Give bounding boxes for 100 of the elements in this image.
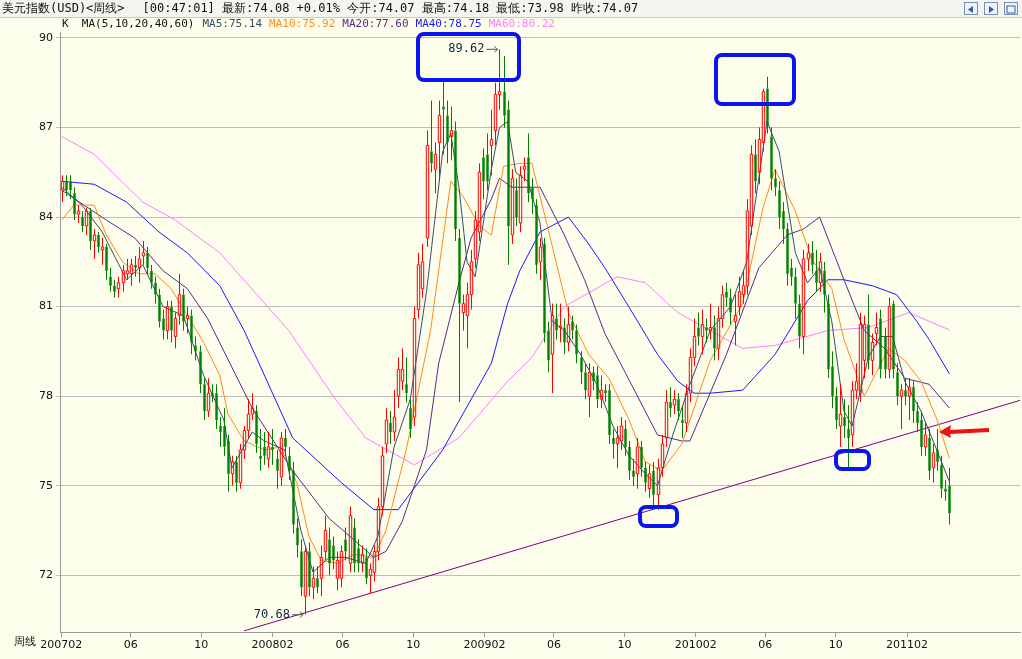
candlestick [437, 100, 442, 182]
candlestick [874, 312, 879, 346]
candlestick [575, 324, 578, 364]
candlestick [599, 374, 604, 409]
candlestick [215, 383, 218, 430]
candlestick [774, 168, 777, 197]
x-tick-label: 201102 [886, 638, 929, 652]
chart-subtitle: [00:47:01] 最新:74.08 +0.01% 今开:74.07 最高:74.18 最低:73.98 昨收:74.07 [142, 1, 639, 15]
candlestick [454, 121, 457, 242]
candlestick [644, 461, 647, 493]
candlestick [396, 356, 401, 409]
candlestick [907, 377, 912, 421]
x-tick-label: 200902 [463, 638, 506, 652]
candlestick [489, 109, 494, 176]
candlestick [73, 186, 76, 221]
candlestick [522, 156, 527, 182]
candlestick [879, 309, 882, 379]
candlestick [538, 237, 543, 281]
candlestick [754, 138, 757, 194]
candlestick [316, 565, 319, 594]
candlestick [105, 243, 108, 281]
candlestick [392, 389, 397, 442]
candlestick [158, 288, 161, 329]
chart-title: 美元指数(USD)<周线> [2, 1, 125, 15]
candlestick [801, 249, 806, 355]
candlestick [884, 327, 887, 379]
candlestick [571, 315, 574, 340]
candlestick [563, 318, 566, 355]
x-axis-title: 周线 [14, 634, 36, 648]
text: MA40:78.75 [415, 16, 482, 30]
candlestick [141, 240, 146, 266]
candlestick [615, 425, 620, 469]
candlestick [669, 386, 672, 418]
candlestick [182, 288, 185, 332]
candlestick [409, 398, 412, 439]
annotation: 89.62 [448, 41, 485, 56]
candlestick [219, 416, 222, 448]
candlestick [177, 273, 182, 326]
y-tick-label: 84 [39, 209, 53, 223]
candlestick [647, 464, 652, 499]
candlestick [296, 518, 299, 558]
candlestick [587, 362, 592, 418]
candlestick [920, 410, 923, 457]
candlestick [365, 547, 368, 585]
x-tick-label: 200802 [251, 638, 294, 652]
candlestick [259, 428, 262, 472]
candlestick [811, 240, 814, 275]
candlestick [923, 422, 928, 457]
candlestick [770, 127, 773, 191]
candlestick [271, 428, 274, 466]
candlestick [652, 461, 655, 508]
candlestick [518, 165, 523, 233]
candlestick [786, 222, 789, 287]
candlestick [584, 362, 587, 400]
candlestick [681, 404, 684, 439]
x-tick-label: 201002 [674, 638, 717, 652]
candlestick [113, 279, 116, 299]
candlestick [389, 410, 392, 445]
candlestick [446, 100, 449, 164]
candlestick [339, 544, 344, 588]
candlestick [697, 312, 700, 346]
x-tick-label: 10 [406, 638, 421, 652]
candlestick [146, 246, 149, 275]
candlestick [624, 419, 627, 457]
candlestick [360, 544, 365, 573]
x-tick-label: 06 [123, 638, 138, 652]
candlestick [263, 431, 266, 466]
candlestick [129, 258, 134, 287]
text: MA10:75.92 [269, 16, 336, 30]
candlestick [199, 344, 202, 394]
candlestick [838, 383, 843, 448]
candlestick [323, 515, 328, 561]
candlestick [608, 383, 611, 445]
candlestick [137, 246, 142, 284]
candlestick [928, 428, 931, 481]
candlestick [705, 318, 708, 343]
candlestick [412, 306, 417, 427]
candlestick [69, 174, 72, 200]
candlestick [203, 377, 206, 421]
candlestick [89, 207, 92, 251]
y-tick-label: 81 [39, 299, 53, 313]
x-tick-label: 06 [758, 638, 773, 652]
candlestick [279, 431, 284, 487]
candlestick [109, 267, 112, 293]
candlestick [700, 309, 705, 355]
candlestick [632, 458, 635, 487]
candlestick [405, 356, 408, 403]
candlestick [729, 288, 732, 326]
candlestick [433, 141, 438, 194]
candlestick [798, 294, 801, 349]
candlestick [430, 100, 433, 173]
y-tick-label: 90 [39, 30, 53, 44]
candlestick [266, 431, 271, 469]
candlestick [300, 538, 303, 597]
annotation: 70.68 [253, 606, 290, 621]
candlestick [766, 76, 769, 134]
candlestick [515, 177, 518, 227]
candlestick [60, 174, 65, 203]
candlestick [843, 398, 846, 439]
candlestick [319, 544, 324, 597]
